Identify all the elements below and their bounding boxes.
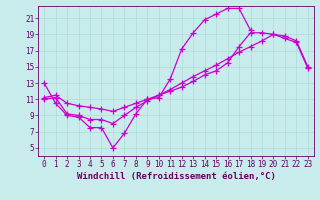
X-axis label: Windchill (Refroidissement éolien,°C): Windchill (Refroidissement éolien,°C) [76, 172, 276, 181]
